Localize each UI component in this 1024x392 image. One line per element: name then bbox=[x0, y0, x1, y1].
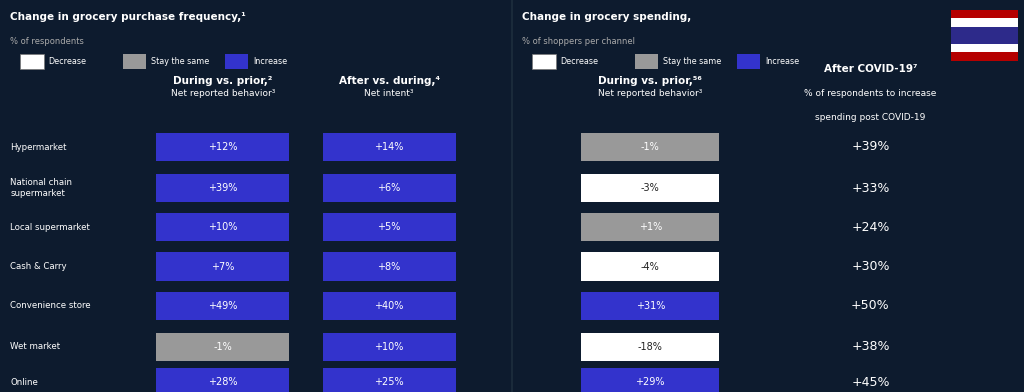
Text: During vs. prior,⁵⁶: During vs. prior,⁵⁶ bbox=[598, 76, 702, 86]
FancyBboxPatch shape bbox=[582, 333, 719, 361]
Text: +10%: +10% bbox=[208, 222, 238, 232]
Text: % of shoppers per channel: % of shoppers per channel bbox=[522, 37, 635, 46]
Text: +25%: +25% bbox=[375, 377, 403, 387]
Text: +5%: +5% bbox=[378, 222, 400, 232]
FancyBboxPatch shape bbox=[156, 252, 289, 281]
Text: +38%: +38% bbox=[851, 340, 890, 354]
Text: -3%: -3% bbox=[641, 183, 659, 193]
Text: +31%: +31% bbox=[636, 301, 665, 311]
Text: Increase: Increase bbox=[254, 58, 288, 66]
FancyBboxPatch shape bbox=[582, 292, 719, 320]
Text: Decrease: Decrease bbox=[561, 58, 599, 66]
Text: +8%: +8% bbox=[378, 261, 400, 272]
FancyBboxPatch shape bbox=[156, 133, 289, 161]
Text: Net reported behavior³: Net reported behavior³ bbox=[598, 89, 702, 98]
FancyBboxPatch shape bbox=[225, 54, 249, 69]
Text: Change in grocery purchase frequency,¹: Change in grocery purchase frequency,¹ bbox=[10, 12, 246, 22]
FancyBboxPatch shape bbox=[156, 333, 289, 361]
Text: Increase: Increase bbox=[766, 58, 800, 66]
FancyBboxPatch shape bbox=[156, 368, 289, 392]
FancyBboxPatch shape bbox=[156, 292, 289, 320]
Text: +10%: +10% bbox=[375, 342, 403, 352]
Text: Cash & Carry: Cash & Carry bbox=[10, 262, 67, 271]
FancyBboxPatch shape bbox=[323, 252, 456, 281]
Text: During vs. prior,²: During vs. prior,² bbox=[173, 76, 272, 86]
FancyBboxPatch shape bbox=[582, 174, 719, 202]
FancyBboxPatch shape bbox=[323, 368, 456, 392]
FancyBboxPatch shape bbox=[951, 52, 1018, 61]
Text: After COVID-19⁷: After COVID-19⁷ bbox=[823, 64, 918, 74]
Text: +1%: +1% bbox=[639, 222, 662, 232]
Text: % of respondents: % of respondents bbox=[10, 37, 84, 46]
FancyBboxPatch shape bbox=[156, 174, 289, 202]
Text: +50%: +50% bbox=[851, 299, 890, 312]
FancyBboxPatch shape bbox=[951, 44, 1018, 52]
FancyBboxPatch shape bbox=[323, 133, 456, 161]
Text: % of respondents to increase: % of respondents to increase bbox=[804, 89, 937, 98]
Text: Stay the same: Stay the same bbox=[664, 58, 721, 66]
Text: Hypermarket: Hypermarket bbox=[10, 143, 67, 151]
Text: +45%: +45% bbox=[851, 376, 890, 389]
Text: +30%: +30% bbox=[851, 260, 890, 273]
Text: +40%: +40% bbox=[375, 301, 403, 311]
Text: spending post COVID-19: spending post COVID-19 bbox=[815, 113, 926, 122]
Text: +6%: +6% bbox=[378, 183, 400, 193]
FancyBboxPatch shape bbox=[20, 54, 43, 69]
Text: +39%: +39% bbox=[851, 140, 890, 154]
FancyBboxPatch shape bbox=[323, 213, 456, 241]
FancyBboxPatch shape bbox=[951, 27, 1018, 44]
Text: -18%: -18% bbox=[638, 342, 663, 352]
FancyBboxPatch shape bbox=[635, 54, 658, 69]
FancyBboxPatch shape bbox=[156, 213, 289, 241]
FancyBboxPatch shape bbox=[582, 133, 719, 161]
FancyBboxPatch shape bbox=[582, 213, 719, 241]
Text: +28%: +28% bbox=[208, 377, 238, 387]
FancyBboxPatch shape bbox=[582, 368, 719, 392]
Text: -1%: -1% bbox=[213, 342, 232, 352]
Text: After vs. during,⁴: After vs. during,⁴ bbox=[339, 76, 439, 86]
FancyBboxPatch shape bbox=[323, 333, 456, 361]
Text: +14%: +14% bbox=[375, 142, 403, 152]
Text: -4%: -4% bbox=[641, 261, 659, 272]
Text: -1%: -1% bbox=[641, 142, 659, 152]
Text: Net intent³: Net intent³ bbox=[365, 89, 414, 98]
FancyBboxPatch shape bbox=[323, 292, 456, 320]
FancyBboxPatch shape bbox=[582, 252, 719, 281]
Text: Stay the same: Stay the same bbox=[152, 58, 209, 66]
Text: Local supermarket: Local supermarket bbox=[10, 223, 90, 232]
Text: +12%: +12% bbox=[208, 142, 238, 152]
Text: National chain
supermarket: National chain supermarket bbox=[10, 178, 73, 198]
FancyBboxPatch shape bbox=[123, 54, 146, 69]
Text: Decrease: Decrease bbox=[49, 58, 87, 66]
Text: +7%: +7% bbox=[211, 261, 234, 272]
FancyBboxPatch shape bbox=[323, 174, 456, 202]
Text: +49%: +49% bbox=[208, 301, 238, 311]
Text: Change in grocery spending,: Change in grocery spending, bbox=[522, 12, 691, 22]
FancyBboxPatch shape bbox=[951, 10, 1018, 18]
Text: Online: Online bbox=[10, 378, 38, 387]
Text: +33%: +33% bbox=[851, 181, 890, 195]
Text: Wet market: Wet market bbox=[10, 343, 60, 351]
Text: +29%: +29% bbox=[636, 377, 665, 387]
FancyBboxPatch shape bbox=[532, 54, 555, 69]
Text: +24%: +24% bbox=[851, 221, 890, 234]
Text: Net reported behavior³: Net reported behavior³ bbox=[171, 89, 274, 98]
Text: +39%: +39% bbox=[208, 183, 238, 193]
FancyBboxPatch shape bbox=[951, 18, 1018, 27]
Text: Convenience store: Convenience store bbox=[10, 301, 91, 310]
FancyBboxPatch shape bbox=[737, 54, 760, 69]
